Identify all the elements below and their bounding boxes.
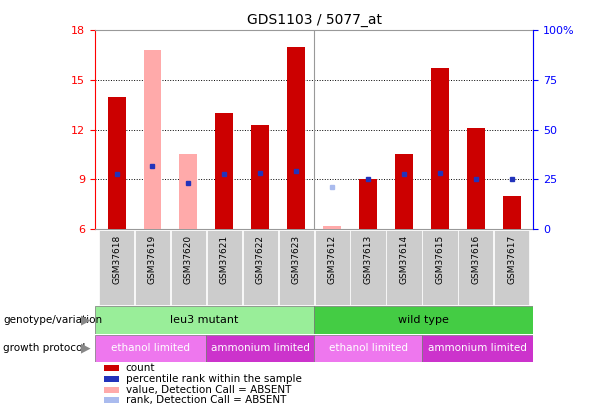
Bar xyxy=(422,335,533,362)
FancyBboxPatch shape xyxy=(386,230,422,305)
FancyBboxPatch shape xyxy=(207,230,242,305)
Text: GSM37618: GSM37618 xyxy=(112,235,121,284)
FancyBboxPatch shape xyxy=(459,230,493,305)
Bar xyxy=(314,335,422,362)
Text: ethanol limited: ethanol limited xyxy=(329,343,408,353)
Text: GSM37619: GSM37619 xyxy=(148,235,157,284)
Text: GSM37623: GSM37623 xyxy=(292,235,301,284)
FancyBboxPatch shape xyxy=(351,230,386,305)
Bar xyxy=(359,179,377,229)
Bar xyxy=(108,96,126,229)
Bar xyxy=(431,68,449,229)
FancyBboxPatch shape xyxy=(99,230,134,305)
FancyBboxPatch shape xyxy=(135,230,170,305)
FancyBboxPatch shape xyxy=(243,230,278,305)
Text: ethanol limited: ethanol limited xyxy=(111,343,190,353)
Text: wild type: wild type xyxy=(398,315,449,325)
Text: GSM37613: GSM37613 xyxy=(364,235,373,284)
FancyBboxPatch shape xyxy=(494,230,530,305)
Text: growth protocol: growth protocol xyxy=(3,343,85,353)
Text: GSM37617: GSM37617 xyxy=(507,235,516,284)
Text: GSM37615: GSM37615 xyxy=(435,235,444,284)
Bar xyxy=(104,397,119,403)
Bar xyxy=(287,47,305,229)
Bar xyxy=(104,365,119,371)
Bar xyxy=(323,226,341,229)
Text: value, Detection Call = ABSENT: value, Detection Call = ABSENT xyxy=(126,385,291,395)
Text: ▶: ▶ xyxy=(81,313,91,326)
Bar xyxy=(467,128,485,229)
Text: GSM37622: GSM37622 xyxy=(256,235,265,284)
Bar xyxy=(503,196,520,229)
Text: ▶: ▶ xyxy=(81,342,91,355)
Text: GSM37620: GSM37620 xyxy=(184,235,193,284)
Bar xyxy=(143,50,161,229)
Bar xyxy=(314,306,533,334)
Text: GSM37616: GSM37616 xyxy=(471,235,481,284)
Text: GSM37621: GSM37621 xyxy=(220,235,229,284)
Title: GDS1103 / 5077_at: GDS1103 / 5077_at xyxy=(246,13,382,27)
Bar xyxy=(207,335,314,362)
Text: percentile rank within the sample: percentile rank within the sample xyxy=(126,374,302,384)
Text: leu3 mutant: leu3 mutant xyxy=(170,315,239,325)
Bar xyxy=(215,113,234,229)
FancyBboxPatch shape xyxy=(422,230,457,305)
FancyBboxPatch shape xyxy=(278,230,314,305)
FancyBboxPatch shape xyxy=(171,230,206,305)
Text: ammonium limited: ammonium limited xyxy=(211,343,310,353)
Text: count: count xyxy=(126,363,155,373)
Text: genotype/variation: genotype/variation xyxy=(3,315,102,325)
Bar xyxy=(180,154,197,229)
FancyBboxPatch shape xyxy=(314,230,350,305)
Bar xyxy=(95,306,314,334)
Bar xyxy=(104,387,119,393)
Text: ammonium limited: ammonium limited xyxy=(428,343,527,353)
Text: rank, Detection Call = ABSENT: rank, Detection Call = ABSENT xyxy=(126,395,286,405)
Text: GSM37614: GSM37614 xyxy=(400,235,408,284)
Bar xyxy=(95,335,207,362)
Bar xyxy=(251,125,269,229)
Text: GSM37612: GSM37612 xyxy=(327,235,337,284)
Bar xyxy=(395,154,413,229)
Bar xyxy=(104,376,119,382)
